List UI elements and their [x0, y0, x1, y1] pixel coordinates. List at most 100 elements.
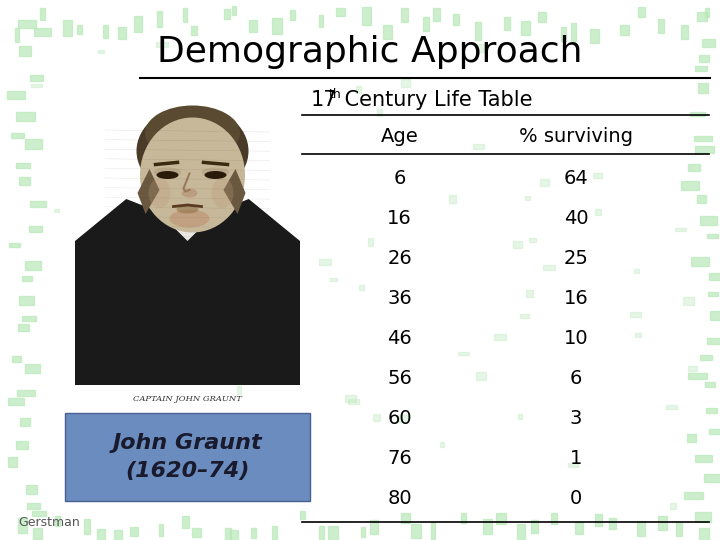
Bar [593, 173, 602, 179]
Bar [33, 528, 42, 539]
Bar [401, 79, 410, 87]
Bar [192, 25, 197, 35]
Bar [17, 390, 35, 395]
Ellipse shape [153, 167, 181, 177]
Text: 10: 10 [564, 328, 588, 348]
Bar [11, 133, 24, 138]
Bar [370, 520, 378, 535]
Text: CAPTAIN JOHN GRAUNT: CAPTAIN JOHN GRAUNT [133, 395, 242, 403]
Ellipse shape [156, 171, 179, 179]
Ellipse shape [181, 188, 197, 198]
Bar [705, 382, 715, 387]
Bar [475, 22, 481, 39]
Bar [539, 179, 549, 186]
Bar [104, 214, 108, 221]
Bar [431, 522, 435, 539]
Ellipse shape [148, 178, 171, 208]
Bar [710, 311, 720, 320]
Bar [319, 526, 325, 540]
Bar [55, 209, 59, 212]
Bar [150, 465, 154, 470]
Bar [695, 66, 707, 71]
Bar [525, 197, 530, 199]
Bar [25, 364, 40, 373]
Bar [156, 42, 168, 47]
Bar [636, 333, 641, 338]
Ellipse shape [202, 167, 230, 177]
Bar [123, 245, 130, 248]
Bar [32, 511, 45, 516]
Text: John Graunt
(1620–74): John Graunt (1620–74) [113, 433, 262, 481]
Text: 25: 25 [564, 248, 588, 267]
Text: 16: 16 [564, 288, 588, 307]
Text: 3: 3 [570, 408, 582, 428]
Bar [687, 434, 696, 442]
Text: 1: 1 [570, 449, 582, 468]
Bar [473, 144, 484, 149]
Bar [35, 28, 51, 36]
Bar [528, 238, 536, 242]
Bar [18, 324, 29, 330]
Bar [709, 429, 720, 434]
Bar [272, 289, 279, 296]
Bar [336, 8, 345, 16]
Bar [513, 241, 522, 247]
Ellipse shape [169, 210, 210, 227]
Bar [256, 374, 266, 382]
Text: 6: 6 [393, 168, 406, 187]
Bar [411, 524, 421, 538]
Bar [22, 276, 32, 281]
Bar [690, 112, 706, 116]
Polygon shape [223, 169, 246, 214]
Bar [695, 512, 711, 522]
Bar [25, 139, 42, 149]
Bar [345, 395, 356, 402]
Bar [159, 524, 163, 536]
Bar [700, 216, 716, 225]
Bar [697, 195, 706, 204]
Bar [433, 9, 440, 21]
Polygon shape [75, 199, 300, 385]
Bar [567, 463, 578, 467]
Text: 6: 6 [570, 368, 582, 388]
Bar [63, 20, 72, 36]
Bar [575, 522, 582, 535]
Bar [701, 39, 715, 46]
Bar [695, 136, 712, 141]
Text: 16: 16 [387, 208, 412, 227]
Bar [699, 528, 708, 540]
Bar [272, 18, 282, 34]
Bar [30, 75, 43, 80]
Bar [595, 208, 600, 215]
Bar [18, 518, 27, 533]
Bar [8, 398, 24, 404]
Bar [504, 17, 510, 30]
Bar [320, 259, 331, 265]
Bar [670, 503, 676, 509]
Bar [65, 413, 310, 501]
Bar [225, 528, 231, 540]
Bar [684, 492, 703, 499]
Bar [551, 512, 557, 524]
Text: 46: 46 [387, 328, 412, 348]
Bar [708, 273, 720, 280]
Bar [374, 414, 380, 421]
Bar [96, 529, 105, 540]
Bar [700, 55, 708, 62]
Bar [225, 226, 230, 232]
Bar [20, 418, 30, 426]
Text: 80: 80 [387, 489, 412, 508]
Bar [249, 20, 257, 32]
Bar [483, 519, 492, 534]
Bar [55, 516, 60, 526]
Bar [683, 297, 693, 305]
Bar [9, 243, 19, 247]
Bar [182, 516, 189, 528]
Bar [29, 226, 42, 232]
Ellipse shape [174, 200, 202, 222]
Bar [634, 268, 639, 273]
Polygon shape [138, 169, 160, 214]
Bar [251, 528, 256, 538]
Bar [330, 278, 337, 281]
Bar [271, 525, 277, 540]
